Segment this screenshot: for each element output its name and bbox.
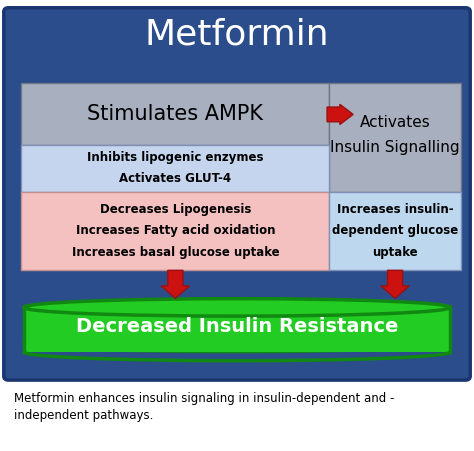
Text: Activates: Activates — [360, 115, 430, 130]
Text: Insulin Signalling: Insulin Signalling — [330, 140, 460, 155]
Text: Increases insulin-: Increases insulin- — [337, 203, 454, 216]
Text: dependent glucose: dependent glucose — [332, 224, 458, 237]
FancyBboxPatch shape — [329, 192, 461, 270]
Text: Decreased Insulin Resistance: Decreased Insulin Resistance — [76, 317, 398, 336]
FancyBboxPatch shape — [21, 192, 329, 270]
FancyBboxPatch shape — [4, 8, 470, 380]
Text: Stimulates AMPK: Stimulates AMPK — [87, 105, 264, 124]
Text: Increases basal glucose uptake: Increases basal glucose uptake — [72, 246, 279, 258]
FancyArrow shape — [327, 104, 353, 124]
Text: Increases Fatty acid oxidation: Increases Fatty acid oxidation — [76, 224, 275, 237]
Text: Inhibits lipogenic enzymes: Inhibits lipogenic enzymes — [87, 151, 264, 164]
FancyArrow shape — [161, 270, 190, 298]
Bar — [24, 308, 450, 352]
Ellipse shape — [24, 335, 450, 352]
FancyBboxPatch shape — [329, 83, 461, 192]
Text: uptake: uptake — [372, 246, 418, 258]
Text: Metformin enhances insulin signaling in insulin-dependent and -
independent path: Metformin enhances insulin signaling in … — [14, 392, 394, 423]
Ellipse shape — [24, 299, 450, 316]
Text: Metformin: Metformin — [145, 18, 329, 52]
Text: Decreases Lipogenesis: Decreases Lipogenesis — [100, 203, 251, 216]
FancyArrow shape — [381, 270, 410, 298]
FancyBboxPatch shape — [21, 83, 329, 145]
Text: Activates GLUT-4: Activates GLUT-4 — [119, 172, 231, 185]
FancyBboxPatch shape — [21, 145, 329, 192]
